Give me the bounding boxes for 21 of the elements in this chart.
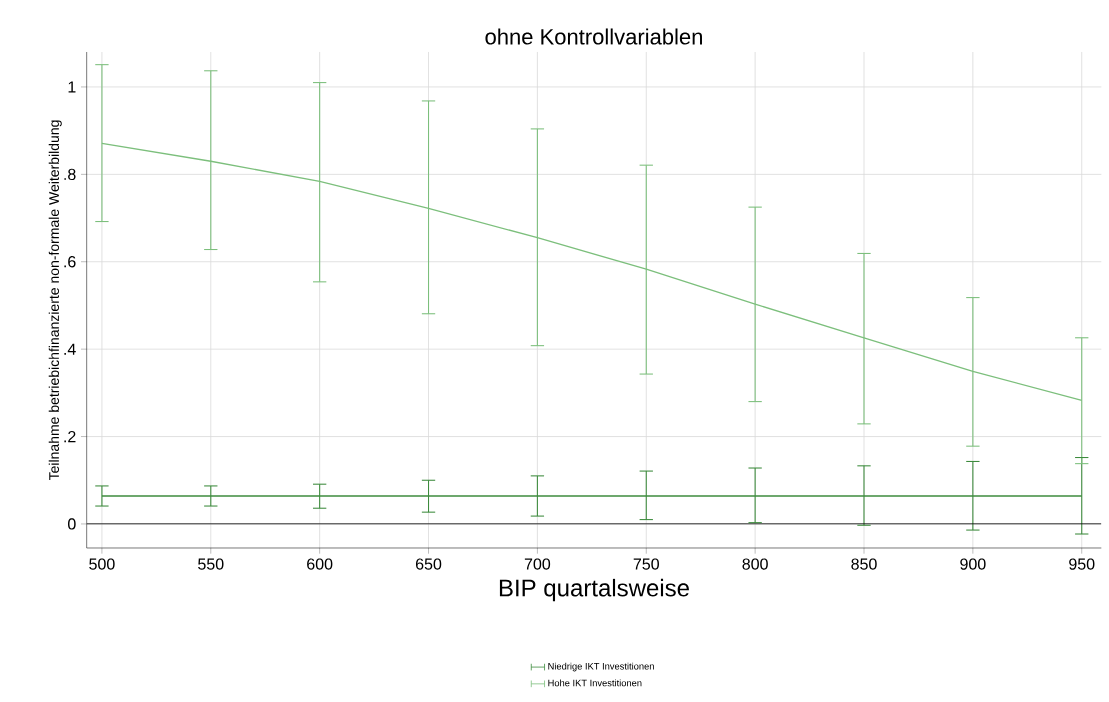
x-tick-label: 650 bbox=[415, 558, 442, 570]
y-tick-label: .2 bbox=[64, 430, 76, 443]
y-axis-title: Teilnahme betriebichfinanzierte non-formale Weiterbildung bbox=[48, 120, 62, 481]
x-tick-label: 900 bbox=[960, 558, 986, 570]
x-tick-label: 750 bbox=[633, 558, 659, 570]
x-tick-label: 700 bbox=[524, 558, 551, 570]
legend-label: Niedrige IKT Investitionen bbox=[548, 662, 654, 672]
y-tick-label: 1 bbox=[68, 81, 76, 93]
y-tick-label: .8 bbox=[64, 168, 76, 180]
chart-title: ohne Kontrollvariablen bbox=[485, 28, 702, 45]
y-tick-label: 0 bbox=[68, 518, 76, 530]
y-tick-label: .6 bbox=[64, 256, 76, 268]
x-tick-label: 550 bbox=[198, 558, 224, 570]
x-tick-label: 800 bbox=[742, 558, 768, 570]
y-tick-label: .4 bbox=[64, 343, 76, 355]
legend-label: Hohe IKT Investitionen bbox=[548, 679, 642, 687]
x-tick-label: 950 bbox=[1069, 558, 1095, 570]
x-tick-label: 600 bbox=[307, 558, 333, 570]
x-tick-label: 500 bbox=[89, 558, 115, 570]
x-axis-title: BIP quartalsweise bbox=[499, 578, 689, 602]
x-tick-label: 850 bbox=[851, 558, 877, 570]
